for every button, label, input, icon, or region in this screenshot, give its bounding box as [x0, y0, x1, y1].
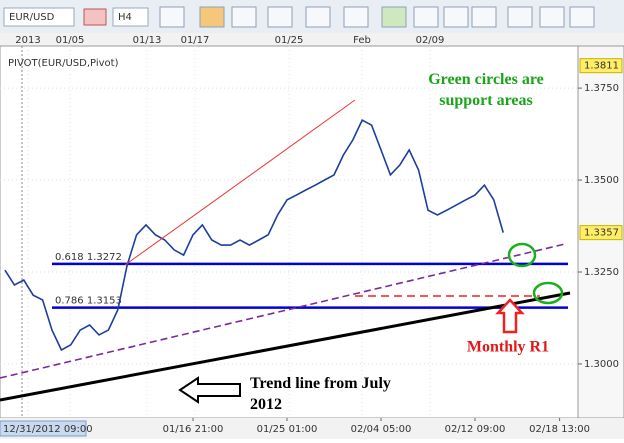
tool-button[interactable] — [267, 6, 293, 28]
indicator-label: PIVOT(EUR/USD,Pivot) — [8, 58, 119, 69]
timeframe-select[interactable] — [112, 7, 149, 27]
fib-label: 0.786 1.3153 — [55, 296, 122, 307]
x-tick-label: 02/18 13:00 — [529, 424, 590, 435]
price-marker-box — [579, 225, 623, 241]
top-axis-label: Feb — [353, 35, 371, 46]
plot-area — [0, 45, 579, 419]
black-trend-line — [0, 291, 571, 402]
top-axis-label: 01/25 — [275, 35, 304, 46]
fib-price: 1.3272 — [87, 252, 122, 263]
timeframe: H4 — [118, 12, 132, 23]
fib-ratio: 0.786 — [55, 296, 84, 307]
y-tick-label: 1.3000 — [584, 359, 619, 370]
x-tick-label: 02/04 05:00 — [351, 424, 412, 435]
price-line — [4, 118, 504, 352]
purple-trend-line — [0, 243, 566, 379]
black-arrow — [178, 376, 241, 404]
tool-button[interactable] — [199, 6, 225, 28]
cursor-time-box — [0, 420, 87, 437]
tool-button[interactable] — [539, 6, 565, 28]
time-axis — [0, 418, 624, 439]
top-axis-label: 2013 — [15, 35, 40, 46]
support-circle — [532, 281, 564, 305]
top-axis-label: 02/09 — [416, 35, 445, 46]
red-trend-line — [124, 99, 356, 266]
x-tick-label: 01/16 21:00 — [163, 424, 224, 435]
tool-button[interactable] — [413, 6, 439, 28]
y-tick-label: 1.3500 — [584, 175, 619, 186]
symbol: EUR/USD — [9, 12, 55, 23]
tool-button[interactable] — [231, 6, 257, 28]
price-marker-label: 1.3357 — [584, 228, 619, 239]
tool-button[interactable] — [305, 6, 331, 28]
annotation: Green circles are support areas — [428, 71, 544, 109]
x-tick-label: 12/31/2012 09:00 — [3, 424, 93, 435]
tool-button[interactable] — [159, 6, 185, 28]
support-circle — [507, 242, 537, 268]
symbol-select[interactable] — [3, 7, 75, 27]
red-arrow — [495, 298, 525, 334]
tool-button[interactable] — [507, 6, 533, 28]
top-axis — [0, 33, 624, 46]
tool-button[interactable] — [381, 6, 407, 28]
fib-price: 1.3153 — [87, 296, 122, 307]
tool-button[interactable] — [569, 6, 595, 28]
x-tick-label: 02/12 09:00 — [445, 424, 506, 435]
tool-button[interactable] — [343, 6, 369, 28]
fib-ratio: 0.618 — [55, 252, 84, 263]
annotation: Monthly R1 — [467, 339, 549, 356]
top-axis-label: 01/13 — [133, 35, 162, 46]
x-tick-label: 01/25 01:00 — [257, 424, 318, 435]
toolbar-buttons — [159, 6, 595, 28]
top-axis-label: 01/05 — [56, 35, 85, 46]
price-marker-box — [579, 58, 623, 74]
tool-button[interactable] — [471, 6, 497, 28]
y-tick-label: 1.3750 — [584, 83, 619, 94]
y-tick-label: 1.3250 — [584, 267, 619, 278]
price-marker-label: 1.3811 — [584, 61, 619, 72]
tool-button[interactable] — [83, 8, 107, 26]
tool-button[interactable] — [443, 6, 469, 28]
fib-label: 0.618 1.3272 — [55, 252, 122, 263]
annotation: Trend line from July 2012 — [250, 375, 391, 413]
top-axis-label: 01/17 — [181, 35, 210, 46]
